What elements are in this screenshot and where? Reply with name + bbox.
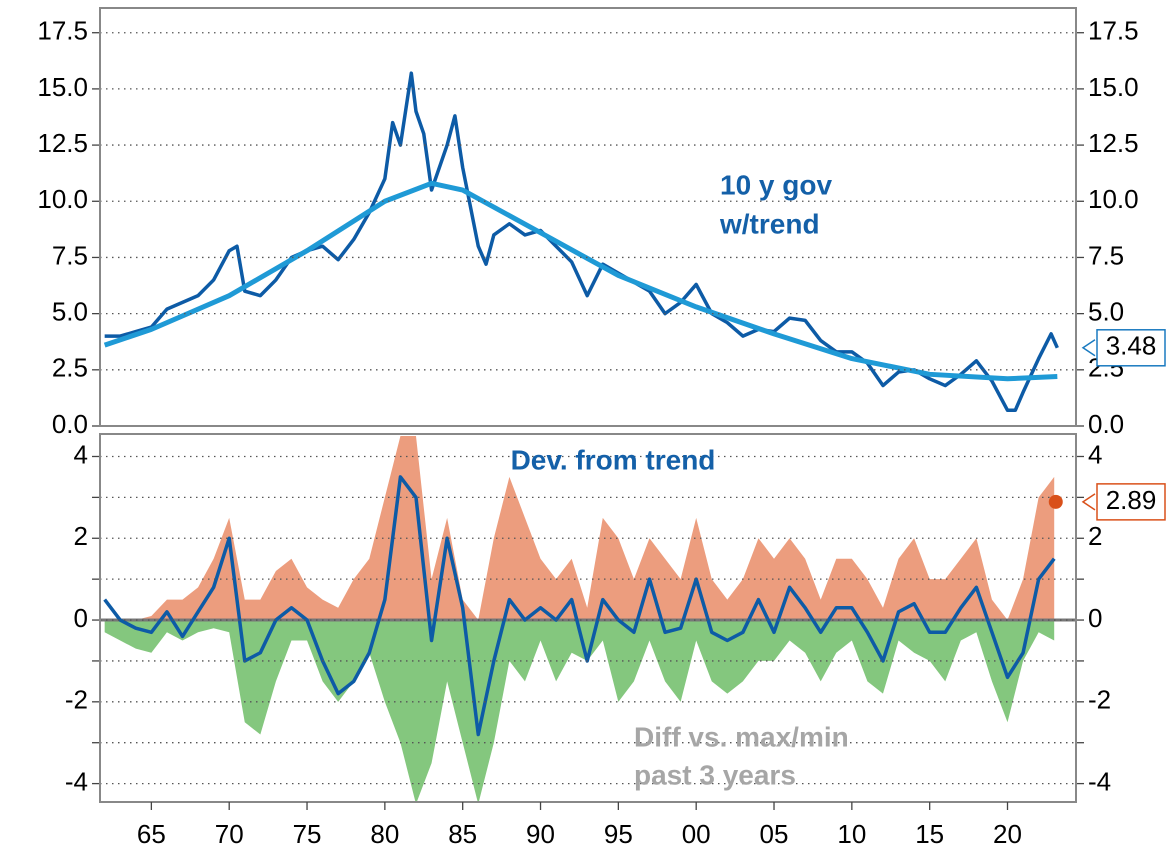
x-tick-label: 75	[293, 819, 322, 849]
annotation: 10 y gov	[720, 169, 832, 200]
y2-tick-label: -4	[1088, 766, 1111, 796]
annotation: Diff vs. max/min	[634, 721, 849, 752]
x-tick-label: 80	[370, 819, 399, 849]
latest-point	[1048, 494, 1063, 509]
y2-tick-label: 15.0	[1088, 72, 1139, 102]
annotation: Dev. from trend	[511, 444, 716, 475]
x-tick-label: 90	[526, 819, 555, 849]
value-label-box	[1096, 483, 1166, 521]
y-tick-label: 10.0	[37, 184, 88, 214]
annotation: w/trend	[719, 208, 820, 239]
x-tick-label: 85	[448, 819, 477, 849]
value-label-pointer	[1081, 493, 1096, 511]
x-tick-label: 10	[837, 819, 866, 849]
y-tick-label: 5.0	[52, 297, 88, 327]
y-tick-label: 15.0	[37, 72, 88, 102]
x-tick-label: 15	[915, 819, 944, 849]
y-tick-label: 7.5	[52, 240, 88, 270]
series-line	[104, 71, 1059, 413]
x-tick-label: 20	[993, 819, 1022, 849]
y-tick-label: -4	[65, 766, 88, 796]
annotation: past 3 years	[634, 759, 796, 790]
area	[104, 436, 1055, 621]
y-tick-label: 4	[74, 439, 88, 469]
y-tick-label: 2	[74, 521, 88, 551]
y2-tick-label: 0	[1088, 603, 1102, 633]
y-tick-label: -2	[65, 685, 88, 715]
plot-area	[100, 436, 1076, 802]
y2-tick-label: 2	[1088, 521, 1102, 551]
y-tick-label: 2.5	[52, 353, 88, 383]
y2-tick-label: 7.5	[1088, 240, 1124, 270]
value-label-box	[1096, 329, 1166, 367]
series-line	[103, 475, 1056, 737]
y-tick-label: 0	[74, 603, 88, 633]
value-label-pointer	[1081, 339, 1096, 357]
y2-tick-label: 12.5	[1088, 128, 1139, 158]
x-tick-label: 05	[760, 819, 789, 849]
y-tick-label: 12.5	[37, 128, 88, 158]
y2-tick-label: 17.5	[1088, 16, 1139, 46]
panel-frame	[99, 433, 1077, 803]
x-tick-label: 95	[604, 819, 633, 849]
y-tick-label: 0.0	[52, 409, 88, 439]
x-tick-label: 70	[215, 819, 244, 849]
y2-tick-label: 10.0	[1088, 184, 1139, 214]
plot-area	[103, 71, 1059, 413]
series-line	[103, 180, 1058, 382]
value-label: 2.89	[1106, 485, 1157, 515]
y2-tick-label: 0.0	[1088, 409, 1124, 439]
x-tick-label: 00	[682, 819, 711, 849]
y2-tick-label: -2	[1088, 685, 1111, 715]
panel-frame	[99, 7, 1077, 427]
y2-tick-label: 5.0	[1088, 297, 1124, 327]
value-label: 3.48	[1106, 331, 1157, 361]
y2-tick-label: 4	[1088, 439, 1102, 469]
area	[104, 620, 1055, 802]
x-tick-label: 65	[137, 819, 166, 849]
y-tick-label: 17.5	[37, 16, 88, 46]
